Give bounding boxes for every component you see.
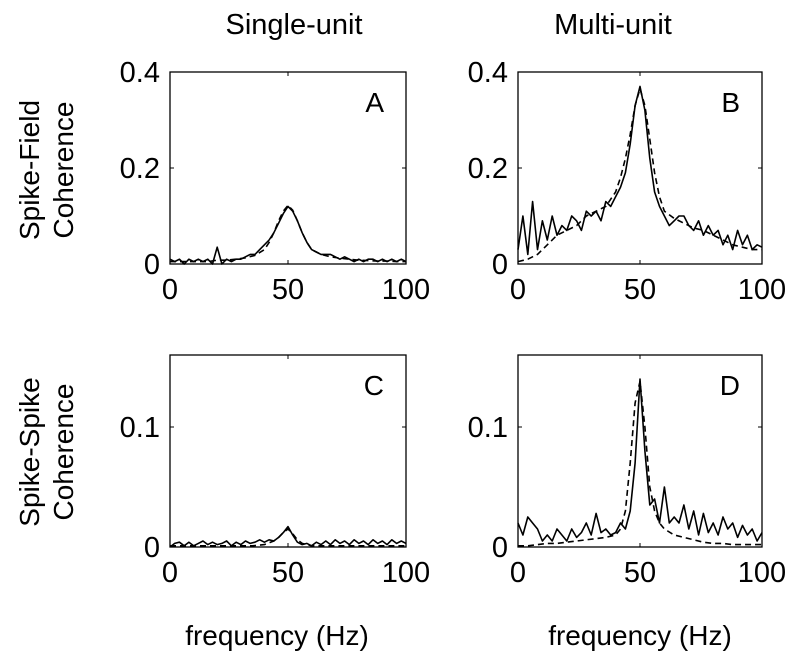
dashed-series-line bbox=[170, 528, 406, 547]
panel-letter: C bbox=[364, 370, 384, 401]
x-tick-label: 100 bbox=[738, 557, 786, 589]
y-tick-label: 0.4 bbox=[468, 57, 508, 89]
y-tick-label: 0.2 bbox=[468, 153, 508, 185]
x-tick-label: 50 bbox=[624, 274, 656, 306]
panel-letter: B bbox=[721, 87, 740, 118]
solid-series-line bbox=[517, 85, 763, 256]
y-tick-label: 0 bbox=[144, 249, 160, 281]
column-title-multi-unit: Multi-unit bbox=[554, 9, 672, 41]
panel-d: 0 50 100 0 0.1 D bbox=[468, 354, 786, 589]
x-tick-label: 50 bbox=[272, 557, 304, 589]
y-tick-label: 0 bbox=[492, 532, 508, 564]
dashed-series-line bbox=[170, 204, 406, 263]
y-tick-label: 0.1 bbox=[468, 412, 508, 444]
xlabel-left: frequency (Hz) bbox=[185, 620, 369, 651]
row-title-spike-field-line2: Coherence bbox=[48, 102, 79, 239]
panel-b: 0 50 100 0 0.2 0.4 B bbox=[468, 57, 787, 306]
x-tick-label: 0 bbox=[510, 274, 526, 306]
y-tick-label: 0.1 bbox=[120, 412, 160, 444]
y-tick-label: 0.4 bbox=[120, 57, 160, 89]
solid-series-line bbox=[517, 378, 763, 542]
x-tick-label: 100 bbox=[382, 557, 430, 589]
panel-c: 0 50 100 0 0.1 C bbox=[120, 354, 430, 589]
panel-letter: D bbox=[720, 370, 740, 401]
y-tick-label: 0 bbox=[492, 249, 508, 281]
row-title-spike-spike-line1: Spike-Spike bbox=[14, 377, 45, 526]
x-tick-label: 100 bbox=[382, 274, 430, 306]
y-tick-label: 0 bbox=[144, 532, 160, 564]
x-tick-label: 0 bbox=[162, 557, 178, 589]
column-title-single-unit: Single-unit bbox=[225, 9, 362, 41]
y-tick-label: 0.2 bbox=[120, 153, 160, 185]
row-title-spike-field-line1: Spike-Field bbox=[14, 100, 45, 240]
x-tick-label: 50 bbox=[272, 274, 304, 306]
panel-a: 0 50 100 0 0.2 0.4 A bbox=[120, 57, 431, 306]
solid-series-line bbox=[169, 525, 407, 548]
xlabel-right: frequency (Hz) bbox=[548, 620, 732, 651]
x-tick-label: 50 bbox=[624, 557, 656, 589]
solid-series-line bbox=[169, 205, 407, 265]
panel-letter: A bbox=[365, 87, 384, 118]
x-tick-label: 0 bbox=[162, 274, 178, 306]
x-tick-label: 100 bbox=[738, 274, 786, 306]
row-title-spike-spike-line2: Coherence bbox=[48, 384, 79, 521]
x-tick-label: 0 bbox=[510, 557, 526, 589]
dashed-series-line bbox=[518, 380, 762, 547]
